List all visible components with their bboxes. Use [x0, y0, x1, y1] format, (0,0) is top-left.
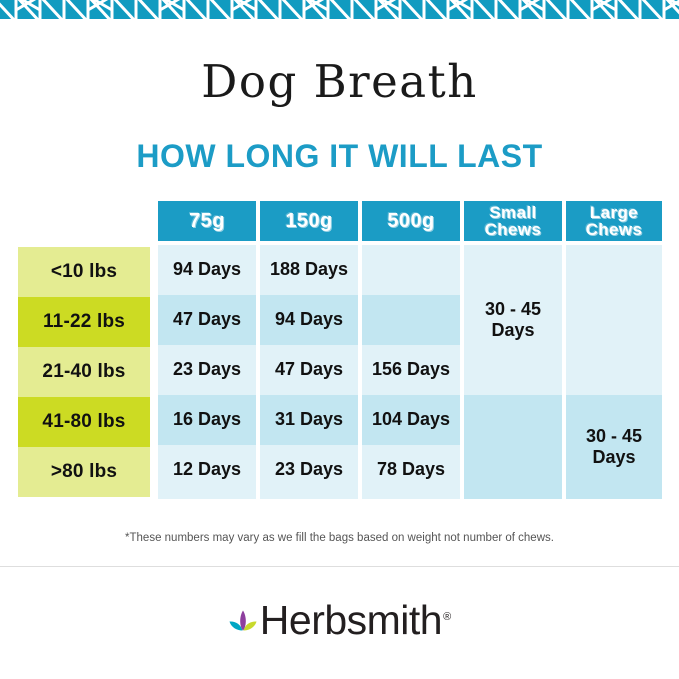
- row-label-weight-5: >80 lbs: [18, 447, 150, 497]
- column-header-500g: 500g: [362, 201, 460, 241]
- cell-small-chews-merged: 30 - 45 Days: [464, 245, 562, 395]
- cell-150g-row5-text: 23 Days: [274, 459, 344, 480]
- cell-500g-row5: 78 Days: [362, 445, 460, 499]
- cell-150g-row3: 47 Days: [260, 345, 358, 395]
- row-label-weight-2: 11-22 lbs: [18, 297, 150, 347]
- column-header-small-chews: Small Chews: [464, 201, 562, 241]
- cell-large-chews-merged: 30 - 45 Days: [566, 395, 662, 499]
- column-header-large-chews-line2: Chews: [585, 220, 643, 239]
- column-header-small-chews-line1: Small: [489, 202, 537, 222]
- cell-500g-row3: 156 Days: [362, 345, 460, 395]
- cell-75g-row5: 12 Days: [158, 445, 256, 499]
- cell-small-chews-line2: Days: [491, 320, 535, 340]
- duration-table: 75g 150g 500g Small Chews Large Chews <1…: [18, 201, 662, 501]
- cell-75g-row3: 23 Days: [158, 345, 256, 395]
- cell-small-chews-empty: [464, 395, 562, 499]
- column-header-75g: 75g: [158, 201, 256, 241]
- cell-150g-row4: 31 Days: [260, 395, 358, 445]
- page-title: Dog Breath: [201, 55, 478, 108]
- cell-large-chews-line1: 30 - 45: [585, 425, 643, 446]
- cell-75g-row2: 47 Days: [158, 295, 256, 345]
- column-header-small-chews-line2: Chews: [484, 220, 542, 239]
- page-subtitle: HOW LONG IT WILL LAST: [136, 138, 543, 174]
- column-header-large-chews-line1: Large: [589, 202, 639, 222]
- cell-150g-row2: 94 Days: [260, 295, 358, 345]
- cell-75g-row5-text: 12 Days: [172, 459, 242, 480]
- cell-500g-row1: [362, 245, 460, 295]
- cell-75g-row4: 16 Days: [158, 395, 256, 445]
- cell-150g-row1: 188 Days: [260, 245, 358, 295]
- column-header-large-chews: Large Chews: [566, 201, 662, 241]
- decorative-banner: [0, 0, 679, 22]
- footnote: *These numbers may vary as we fill the b…: [125, 532, 554, 544]
- logo-wordmark: Herbsmith: [259, 597, 443, 643]
- cell-500g-row2: [362, 295, 460, 345]
- registered-trademark-icon: ®: [443, 611, 452, 623]
- brand-logo: Herbsmith ®: [0, 600, 679, 641]
- row-label-weight-4: 41-80 lbs: [18, 397, 150, 447]
- row-label-weight-1: <10 lbs: [18, 247, 150, 297]
- herbsmith-petal-icon: [229, 610, 257, 631]
- divider: [0, 566, 679, 567]
- geometric-pattern-icon: [0, 0, 679, 22]
- row-label-weight-3: 21-40 lbs: [18, 347, 150, 397]
- cell-150g-row5: 23 Days: [260, 445, 358, 499]
- cell-small-chews-line1: 30 - 45: [484, 298, 542, 319]
- cell-large-chews-empty: [566, 245, 662, 395]
- column-header-150g: 150g: [260, 201, 358, 241]
- cell-75g-row1: 94 Days: [158, 245, 256, 295]
- cell-large-chews-line2: Days: [592, 447, 636, 467]
- cell-500g-row5-text: 78 Days: [376, 459, 446, 480]
- cell-500g-row4: 104 Days: [362, 395, 460, 445]
